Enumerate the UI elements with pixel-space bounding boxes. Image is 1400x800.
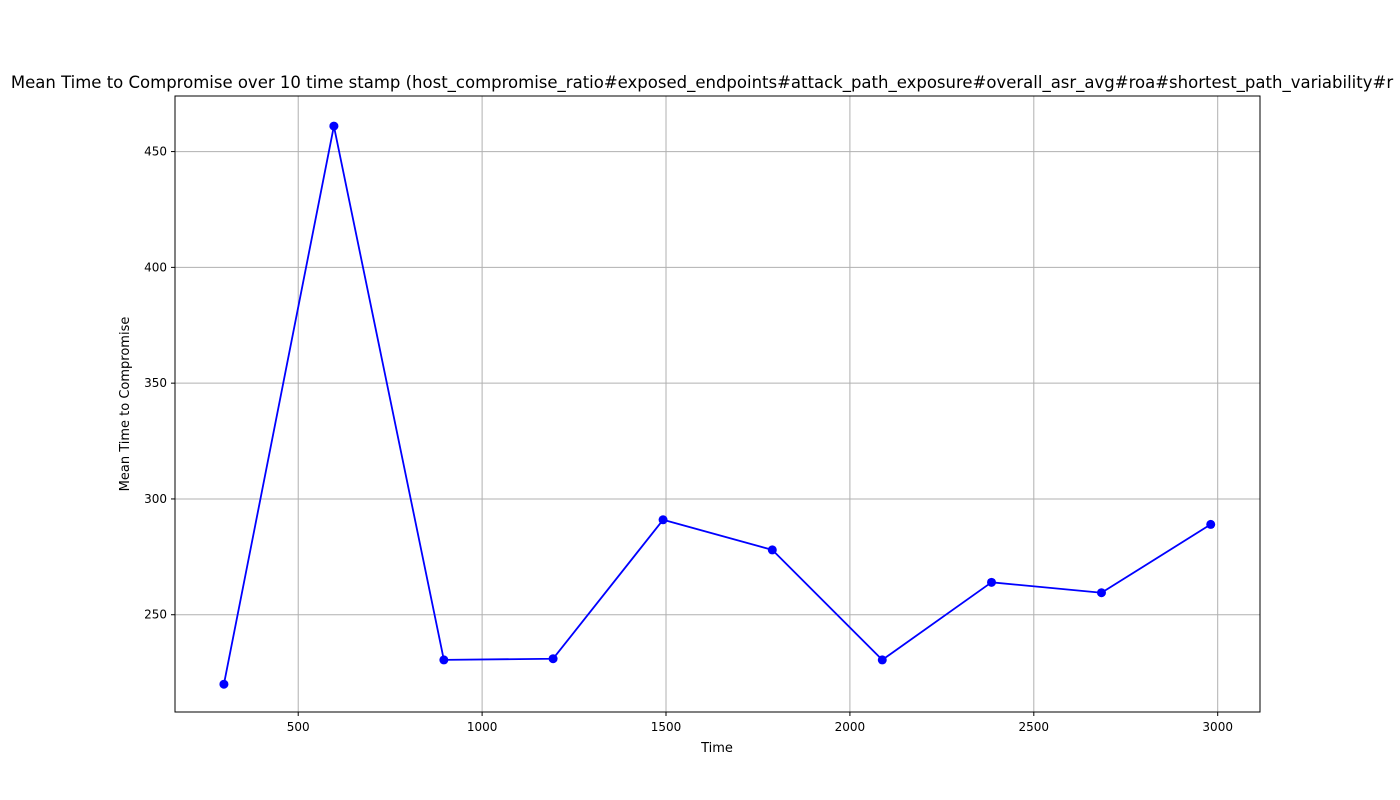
data-point — [329, 121, 339, 131]
series-group — [219, 121, 1216, 689]
y-tick-label: 400 — [144, 260, 167, 274]
y-tick-label: 450 — [144, 145, 167, 159]
data-point — [658, 515, 668, 525]
x-axis-ticks: 500 1000 1500 2000 2500 3000 — [287, 712, 1233, 734]
grid-lines — [175, 96, 1260, 712]
data-point — [548, 654, 558, 664]
y-tick-label: 300 — [144, 492, 167, 506]
x-tick-label: 500 — [287, 720, 310, 734]
x-tick-label: 1500 — [651, 720, 682, 734]
y-tick-label: 250 — [144, 608, 167, 622]
data-point — [877, 655, 887, 665]
data-point — [439, 655, 449, 665]
data-point — [767, 545, 777, 555]
plot-frame — [174, 95, 1261, 713]
data-point — [1096, 588, 1106, 598]
series-line — [223, 125, 1212, 685]
x-tick-label: 1000 — [467, 720, 498, 734]
x-tick-label: 2000 — [835, 720, 866, 734]
data-point — [219, 679, 229, 689]
data-point — [987, 577, 997, 587]
chart-title: Mean Time to Compromise over 10 time sta… — [11, 73, 1393, 93]
y-tick-label: 350 — [144, 376, 167, 390]
y-axis-ticks: 250 300 350 400 450 — [144, 145, 175, 622]
x-axis-label: Time — [700, 741, 733, 756]
data-point — [1206, 519, 1216, 529]
y-axis-label: Mean Time to Compromise — [118, 317, 133, 492]
x-tick-label: 2500 — [1019, 720, 1050, 734]
x-tick-label: 3000 — [1202, 720, 1233, 734]
